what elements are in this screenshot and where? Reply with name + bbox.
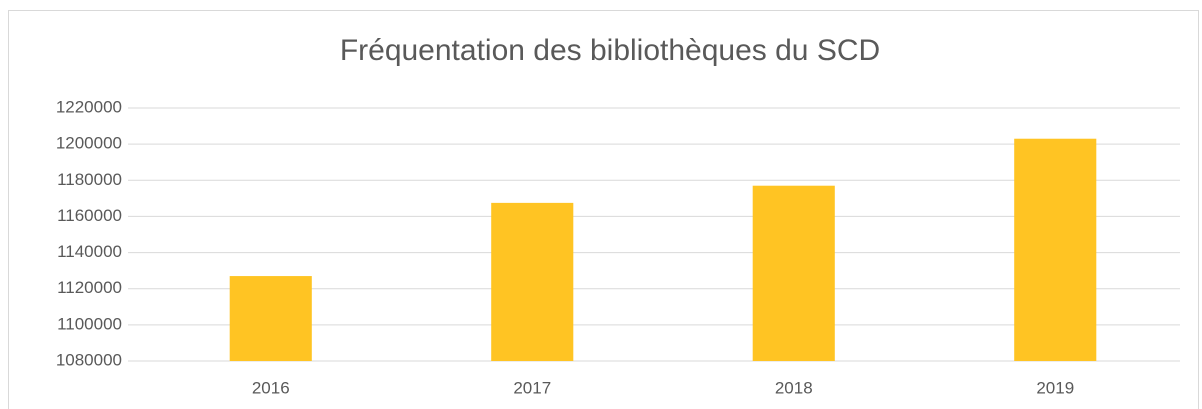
- y-tick-label: 1160000: [57, 206, 122, 225]
- bar: [491, 202, 574, 361]
- bar: [1014, 138, 1097, 361]
- y-tick-label: 1080000: [56, 350, 122, 369]
- x-tick-label: 2018: [775, 378, 813, 397]
- x-tick-label: 2019: [1036, 378, 1074, 397]
- chart-title: Fréquentation des bibliothèques du SCD: [340, 34, 880, 67]
- bar: [229, 276, 312, 361]
- y-tick-label: 1220000: [56, 97, 122, 116]
- y-tick-label: 1100000: [57, 314, 122, 333]
- y-tick-label: 1120000: [57, 278, 122, 297]
- y-tick-label: 1180000: [57, 170, 122, 189]
- y-tick-label: 1200000: [56, 134, 122, 153]
- x-tick-label: 2017: [513, 378, 551, 397]
- y-tick-label: 1140000: [57, 242, 122, 261]
- chart-frame: [8, 10, 1199, 409]
- x-tick-label: 2016: [252, 378, 290, 397]
- bar: [752, 185, 835, 361]
